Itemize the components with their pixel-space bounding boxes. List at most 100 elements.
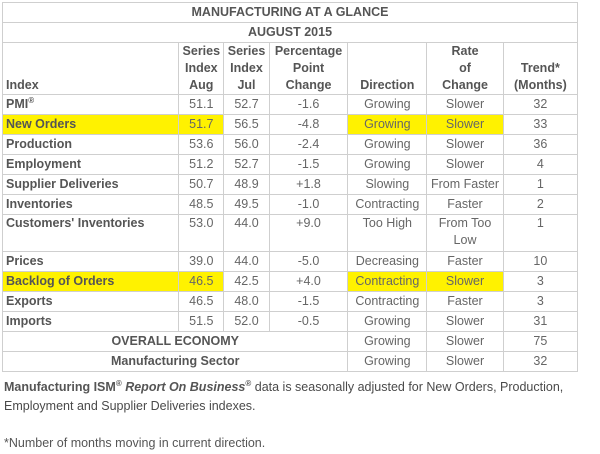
header-pct-line-2: Point	[292, 61, 325, 75]
direction-cell: Decreasing	[347, 251, 428, 272]
column-header-row: Index Series Index Aug Series Index Jul …	[1, 42, 579, 95]
trend-months: 36	[502, 134, 579, 155]
index-name: Backlog of Orders	[6, 274, 115, 288]
summary-rate: Slower	[426, 351, 504, 372]
index-name: Imports	[6, 314, 52, 328]
table-subtitle-row: AUGUST 2015	[2, 22, 578, 43]
direction-cell: Contracting	[347, 271, 428, 292]
index-name: Production	[6, 137, 72, 151]
percentage-point-change: +1.8	[268, 174, 349, 195]
index-name-cell: Inventories	[1, 194, 180, 215]
table-row: New Orders 51.7 56.5 -4.8 Growing Slower 33	[1, 114, 579, 135]
index-name-cell: Production	[1, 134, 180, 155]
series-index-aug: 53.6	[178, 134, 225, 155]
summary-row: Manufacturing Sector Growing Slower 32	[1, 351, 579, 372]
rate-of-change-cell: Slower	[426, 94, 504, 115]
table-row: PMI® 51.1 52.7 -1.6 Growing Slower 32	[1, 94, 579, 115]
header-series-jul-line-2: Index	[230, 61, 263, 75]
rate-of-change-cell: Slower	[426, 271, 504, 292]
footer-reg-mark: ®	[115, 378, 122, 388]
series-index-aug: 51.2	[178, 154, 225, 175]
index-name: Prices	[6, 254, 44, 268]
percentage-point-change: -1.6	[268, 94, 349, 115]
direction-cell: Contracting	[347, 291, 428, 312]
index-name-cell: Prices	[1, 251, 180, 272]
percentage-point-change: -2.4	[268, 134, 349, 155]
direction-cell: Growing	[347, 94, 428, 115]
header-series-jul-line-1: Series	[227, 44, 266, 58]
percentage-point-change: -1.5	[268, 291, 349, 312]
index-name: Inventories	[6, 197, 73, 211]
summary-label: Manufacturing Sector	[1, 351, 349, 372]
trend-months: 1	[502, 214, 579, 252]
series-index-jul: 52.7	[223, 94, 270, 115]
percentage-point-change: -1.0	[268, 194, 349, 215]
direction-cell: Contracting	[347, 194, 428, 215]
table-row: Customers' Inventories 53.0 44.0 +9.0 Too Hi…	[1, 214, 579, 252]
index-name-cell: Customers' Inventories	[1, 214, 180, 252]
index-name-cell: Employment	[1, 154, 180, 175]
series-index-aug: 51.1	[178, 94, 225, 115]
summary-direction: Growing	[347, 351, 428, 372]
trend-months: 4	[502, 154, 579, 175]
rate-of-change-cell: Slower	[426, 134, 504, 155]
direction-cell: Growing	[347, 154, 428, 175]
series-index-aug: 50.7	[178, 174, 225, 195]
direction-cell: Too High	[347, 214, 428, 252]
header-rate-line-2: of	[459, 61, 471, 75]
trend-footnote: *Number of months moving in current dire…	[4, 436, 266, 450]
series-index-jul: 48.0	[223, 291, 270, 312]
index-name-cell: PMI®	[1, 94, 180, 115]
footer-report-name: Report On Business	[125, 380, 246, 394]
rate-of-change-cell: Faster	[426, 194, 504, 215]
series-index-jul: 48.9	[223, 174, 270, 195]
rate-of-change-cell: Slower	[426, 114, 504, 135]
series-index-aug: 51.7	[178, 114, 225, 135]
series-index-aug: 46.5	[178, 271, 225, 292]
percentage-point-change: -4.8	[268, 114, 349, 135]
rate-of-change-cell: From Too Low	[426, 214, 504, 252]
percentage-point-change: -1.5	[268, 154, 349, 175]
trend-months: 2	[502, 194, 579, 215]
series-index-jul: 44.0	[223, 214, 270, 252]
percentage-point-change: +9.0	[268, 214, 349, 252]
summary-label: OVERALL ECONOMY	[1, 331, 349, 352]
manufacturing-at-a-glance-table-container: MANUFACTURING AT A GLANCE AUGUST 2015 In…	[1, 2, 579, 372]
header-rate-line-3: Change	[442, 78, 488, 92]
manufacturing-at-a-glance-table: MANUFACTURING AT A GLANCE AUGUST 2015 In…	[1, 2, 579, 372]
table-body: PMI® 51.1 52.7 -1.6 Growing Slower 32 New Order…	[1, 94, 579, 372]
series-index-jul: 49.5	[223, 194, 270, 215]
registered-mark: ®	[28, 95, 35, 105]
percentage-point-change: -5.0	[268, 251, 349, 272]
table-title-row: MANUFACTURING AT A GLANCE	[2, 2, 578, 23]
series-index-jul: 52.0	[223, 311, 270, 332]
rate-of-change-cell: Slower	[426, 311, 504, 332]
series-index-aug: 51.5	[178, 311, 225, 332]
index-name-cell: Exports	[1, 291, 180, 312]
header-rate-line-1: Rate	[451, 44, 479, 58]
direction-cell: Growing	[347, 114, 428, 135]
table-row: Imports 51.5 52.0 -0.5 Growing Slower 31	[1, 311, 579, 332]
header-series-jul-line-3: Jul	[237, 78, 256, 92]
series-index-jul: 56.0	[223, 134, 270, 155]
footer-note: Manufacturing ISM® Report On Business® d…	[4, 378, 598, 450]
header-trend-line-2: (Months)	[514, 78, 567, 92]
direction-cell: Growing	[347, 311, 428, 332]
series-index-aug: 48.5	[178, 194, 225, 215]
table-row: Inventories 48.5 49.5 -1.0 Contracting Faster…	[1, 194, 579, 215]
table-row: Supplier Deliveries 50.7 48.9 +1.8 Slowing Fr…	[1, 174, 579, 195]
summary-direction: Growing	[347, 331, 428, 352]
trend-months: 3	[502, 291, 579, 312]
rate-of-change-cell: Faster	[426, 291, 504, 312]
trend-months: 3	[502, 271, 579, 292]
trend-months: 33	[502, 114, 579, 135]
series-index-aug: 46.5	[178, 291, 225, 312]
trend-months: 1	[502, 174, 579, 195]
header-series-aug-line-1: Series	[182, 44, 221, 58]
table-row: Employment 51.2 52.7 -1.5 Growing Slower 4	[1, 154, 579, 175]
series-index-jul: 52.7	[223, 154, 270, 175]
trend-months: 32	[502, 94, 579, 115]
series-index-jul: 56.5	[223, 114, 270, 135]
header-pct-line-3: Change	[285, 78, 332, 92]
index-name: Exports	[6, 294, 53, 308]
